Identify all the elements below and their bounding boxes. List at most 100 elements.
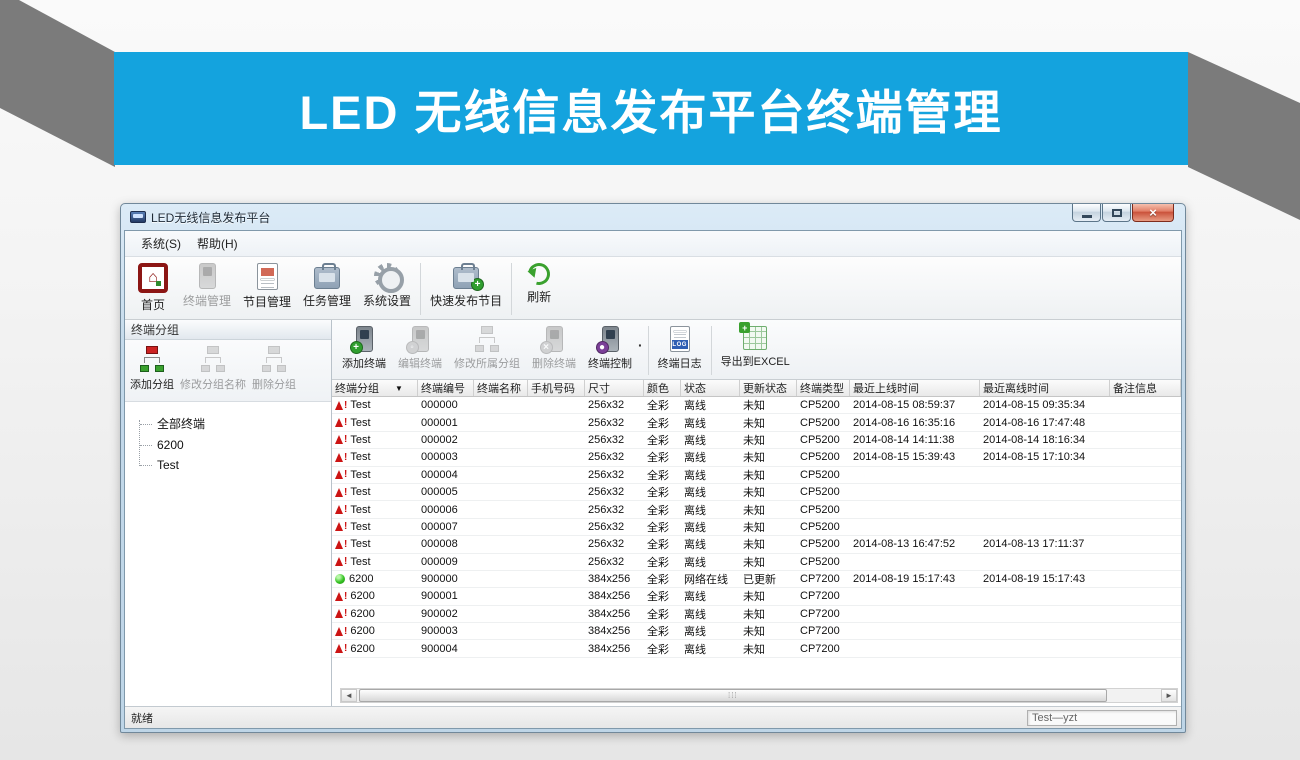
cell-update: 未知	[743, 469, 765, 482]
minimize-button[interactable]	[1072, 204, 1101, 222]
cell-offline-time: 2014-08-14 18:16:34	[983, 433, 1086, 446]
tree-item-all-terminals[interactable]: 全部终端	[135, 412, 331, 435]
table-row[interactable]: ! Test 000000 256x32 全彩 离线 未知 CP5200 2014…	[332, 397, 1181, 415]
menu-help[interactable]: 帮助(H)	[197, 237, 238, 251]
table-row[interactable]: ! Test 000009 256x32 全彩 离线 未知 CP5200	[332, 554, 1181, 571]
cell-online-time	[850, 484, 980, 500]
cell-type: CP7200	[800, 607, 840, 620]
column-header-note[interactable]: 备注信息	[1110, 380, 1181, 396]
scrollbar-track[interactable]: ⁞⁞⁞	[357, 689, 1161, 702]
cell-update: 未知	[743, 417, 765, 430]
column-header-color[interactable]: 颜色	[644, 380, 681, 396]
table-row[interactable]: 6200 900000 384x256 全彩 网络在线 已更新 CP7200 2…	[332, 571, 1181, 589]
column-header-phone[interactable]: 手机号码	[528, 380, 585, 396]
system-settings-button[interactable]: 系统设置	[357, 259, 417, 319]
app-window: LED无线信息发布平台 × 系统(S) 帮助(H) ⌂ 首页 终端管理 节目管理	[120, 203, 1186, 733]
add-terminal-button[interactable]: + 添加终端	[336, 322, 392, 379]
menu-system[interactable]: 系统(S)	[141, 237, 181, 251]
cell-color: 全彩	[647, 400, 669, 413]
cell-update: 未知	[743, 521, 765, 534]
home-button[interactable]: ⌂ 首页	[129, 259, 177, 319]
terminal-log-button[interactable]: 终端日志	[652, 322, 708, 379]
title-bar[interactable]: LED无线信息发布平台 ×	[124, 204, 1182, 230]
cell-name	[474, 432, 528, 448]
cell-type: CP7200	[800, 573, 840, 586]
quick-publish-button[interactable]: + 快速发布节目	[424, 259, 508, 319]
delete-terminal-button: × 删除终端	[526, 322, 582, 379]
horizontal-scrollbar[interactable]: ◄ ⁞⁞⁞ ►	[340, 688, 1178, 703]
cell-phone	[528, 432, 585, 448]
table-row[interactable]: ! Test 000007 256x32 全彩 离线 未知 CP5200	[332, 519, 1181, 537]
toolbar-separator	[420, 263, 422, 315]
terminal-control-dropdown-icon[interactable]: ·	[638, 336, 643, 353]
refresh-button[interactable]: 刷新	[515, 258, 563, 319]
cell-online-time	[850, 467, 980, 483]
tree-item-test[interactable]: Test	[135, 455, 331, 475]
cell-phone	[528, 467, 585, 483]
add-group-button[interactable]: 添加分组	[127, 344, 177, 401]
column-header-online-time[interactable]: 最近上线时间	[850, 380, 980, 396]
table-row[interactable]: ! 6200 900003 384x256 全彩 离线 未知 CP7200	[332, 623, 1181, 641]
app-icon	[130, 211, 146, 223]
scroll-right-icon[interactable]: ►	[1161, 689, 1177, 702]
column-header-update[interactable]: 更新状态	[740, 380, 797, 396]
status-bar: 就绪 Test—yzt	[125, 706, 1181, 728]
cell-color: 全彩	[647, 643, 669, 656]
cell-offline-time	[980, 588, 1110, 604]
export-excel-icon	[739, 322, 768, 350]
change-group-button: 修改所属分组	[448, 322, 526, 379]
cell-note	[1110, 640, 1181, 656]
cell-id: 000006	[421, 503, 458, 516]
cell-color: 全彩	[647, 417, 669, 430]
close-button[interactable]: ×	[1132, 204, 1174, 222]
settings-gear-icon	[374, 263, 405, 293]
cell-update: 未知	[743, 434, 765, 447]
toolbar-separator	[511, 263, 513, 315]
cell-phone	[528, 640, 585, 656]
filter-icon[interactable]: ▼	[395, 383, 403, 393]
cell-note	[1110, 536, 1181, 552]
cell-phone	[528, 397, 585, 413]
tree-item-6200[interactable]: 6200	[135, 435, 331, 455]
column-header-status[interactable]: 状态	[681, 380, 740, 396]
cell-status: 离线	[684, 487, 706, 500]
table-row[interactable]: ! Test 000008 256x32 全彩 离线 未知 CP5200 2014…	[332, 536, 1181, 554]
cell-offline-time	[980, 484, 1110, 500]
task-manage-button[interactable]: 任务管理	[297, 259, 357, 319]
cell-note	[1110, 414, 1181, 430]
column-header-name[interactable]: 终端名称	[474, 380, 528, 396]
program-manage-button[interactable]: 节目管理	[237, 259, 297, 319]
column-header-offline-time[interactable]: 最近离线时间	[980, 380, 1110, 396]
export-excel-button[interactable]: 导出到EXCEL	[715, 322, 796, 379]
cell-online-time: 2014-08-15 08:59:37	[853, 399, 956, 412]
menu-bar: 系统(S) 帮助(H)	[125, 231, 1181, 257]
column-header-group[interactable]: 终端分组 ▼	[332, 380, 418, 396]
table-row[interactable]: ! Test 000004 256x32 全彩 离线 未知 CP5200	[332, 467, 1181, 484]
offline-warning-icon	[335, 400, 343, 410]
table-row[interactable]: ! Test 000005 256x32 全彩 离线 未知 CP5200	[332, 484, 1181, 502]
table-row[interactable]: ! Test 000002 256x32 全彩 离线 未知 CP5200 2014…	[332, 432, 1181, 450]
scrollbar-thumb[interactable]: ⁞⁞⁞	[359, 689, 1107, 702]
table-row[interactable]: ! 6200 900004 384x256 全彩 离线 未知 CP7200	[332, 640, 1181, 658]
table-row[interactable]: ! Test 000001 256x32 全彩 离线 未知 CP5200 2014…	[332, 414, 1181, 432]
column-header-id[interactable]: 终端编号	[418, 380, 474, 396]
cell-online-time: 2014-08-13 16:47:52	[853, 538, 956, 551]
terminal-control-button[interactable]: ● 终端控制	[582, 322, 638, 379]
cell-group: ! Test	[332, 536, 418, 552]
table-row[interactable]: ! 6200 900002 384x256 全彩 离线 未知 CP7200	[332, 606, 1181, 624]
cell-note	[1110, 588, 1181, 604]
column-header-type[interactable]: 终端类型	[797, 380, 850, 396]
cell-size: 256x32	[588, 433, 625, 446]
cell-offline-time: 2014-08-15 17:10:34	[983, 451, 1086, 464]
program-manage-icon	[256, 263, 278, 290]
terminal-list-panel: + 添加终端 ◦ 编辑终端 修改所属分组 × 删除终端	[332, 320, 1181, 706]
maximize-button[interactable]	[1102, 204, 1131, 222]
table-row[interactable]: ! Test 000003 256x32 全彩 离线 未知 CP5200 2014…	[332, 449, 1181, 467]
cell-offline-time	[980, 640, 1110, 656]
scroll-left-icon[interactable]: ◄	[341, 689, 357, 702]
table-row[interactable]: ! Test 000006 256x32 全彩 离线 未知 CP5200	[332, 501, 1181, 519]
column-header-size[interactable]: 尺寸	[585, 380, 644, 396]
cell-online-time: 2014-08-15 15:39:43	[853, 451, 956, 464]
offline-warning-icon	[335, 418, 343, 428]
table-row[interactable]: ! 6200 900001 384x256 全彩 离线 未知 CP7200	[332, 588, 1181, 606]
